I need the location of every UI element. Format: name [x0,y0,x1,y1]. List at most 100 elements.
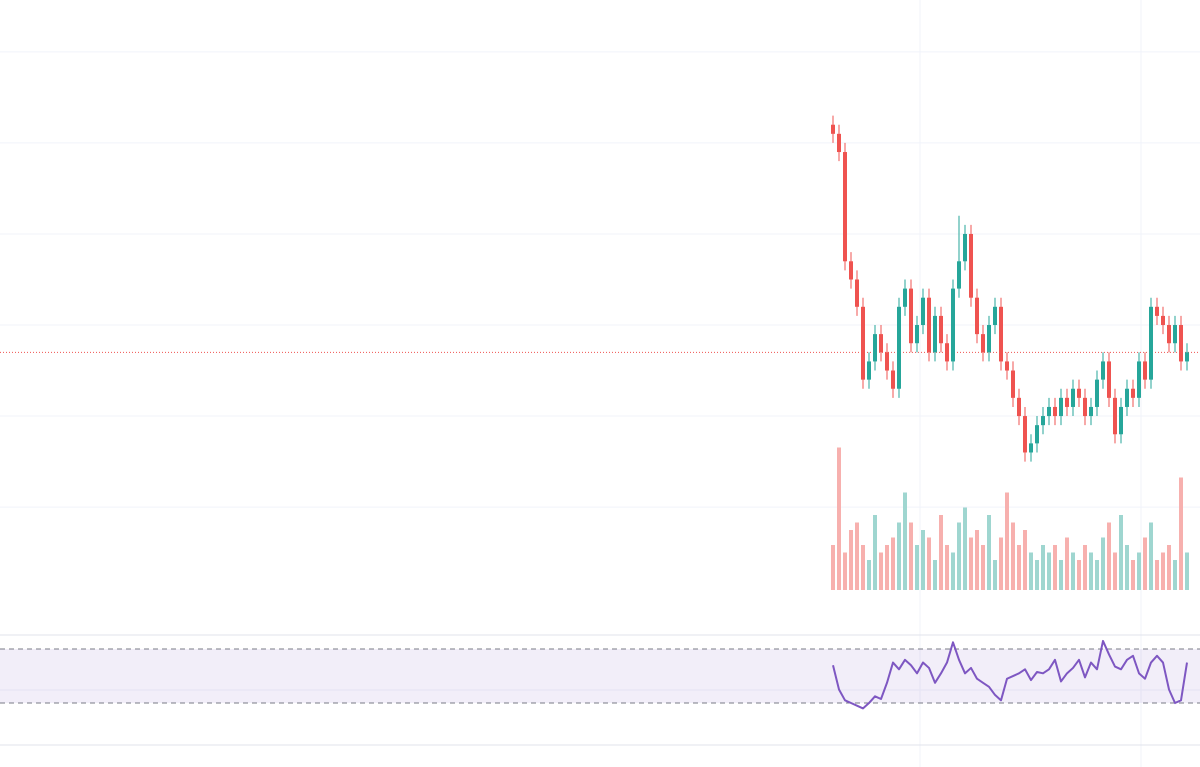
candle-body [993,306,997,326]
volume-bar [1005,492,1009,590]
rsi-line [832,639,1188,710]
volume-bar [933,560,937,590]
volume-bar [963,507,967,590]
volume-bar [987,515,991,590]
volume-bar [921,530,925,590]
volume-bar [1023,530,1027,590]
volume-bar [1059,560,1063,590]
candle-body [837,133,841,153]
candle-body [915,325,919,344]
candle-body [861,306,865,380]
candle-body [1149,306,1153,380]
candle-body [1131,388,1135,398]
volume-bar [1155,560,1159,590]
candle-body [867,361,871,380]
candle-body [963,233,967,262]
volume-bar [1077,560,1081,590]
volume-bar [1107,522,1111,590]
volume-bar [1041,545,1045,590]
volume-bar [879,552,883,590]
candle-body [1101,361,1105,380]
volume-bar [873,515,877,590]
candle-body [1113,397,1117,435]
rsi-band [0,649,1200,704]
candle-body [1053,406,1057,417]
candle-body [1017,397,1021,417]
candle-body [1125,388,1129,407]
candle-body [957,261,961,289]
volume-bar [837,447,841,590]
candle-body [897,306,901,389]
volume-bar [999,537,1003,590]
volume-bar [1137,552,1141,590]
volume-bar [843,552,847,590]
candle-body [951,288,955,362]
candle-body [1185,352,1189,362]
candle-body [885,352,889,371]
volume-bar [1185,552,1189,590]
candle-body [1035,425,1039,444]
volume-bar [969,537,973,590]
candle-body [1155,306,1159,316]
volume-bar [1113,552,1117,590]
volume-bar [891,537,895,590]
volume-bar [915,545,919,590]
candle-body [927,297,931,353]
candle-body [987,325,991,353]
candle-body [855,279,859,307]
candle-body [1047,406,1051,417]
volume-bar [909,522,913,590]
candle-body [1137,361,1141,398]
candle-body [1167,325,1171,344]
volume-bar [855,522,859,590]
candle-body [1083,397,1087,417]
candle-body [1077,388,1081,398]
volume-bar [1125,545,1129,590]
candle-body [873,334,877,362]
volume-bar [1017,545,1021,590]
candle-body [1179,325,1183,362]
volume-bar [831,545,835,590]
volume-bar [1173,560,1177,590]
volume-bar [1095,560,1099,590]
volume-bar [1143,537,1147,590]
volume-bar [993,560,997,590]
candle-body [1071,388,1075,407]
candle-body [891,370,895,389]
volume-bar [1179,477,1183,590]
volume-bar [981,545,985,590]
volume-bar [1011,522,1015,590]
volume-bar [1167,545,1171,590]
candle-body [945,343,949,362]
volume-bar [1029,552,1033,590]
candle-body [909,288,913,344]
volume-bar [861,545,865,590]
candle-body [933,315,937,353]
candle-body [879,334,883,353]
candle-body [1089,406,1093,417]
volume-bar [1065,537,1069,590]
candle-body [1107,361,1111,398]
volume-bar [867,560,871,590]
candle-body [1173,325,1177,344]
volume-bar [1089,552,1093,590]
volume-bar [1149,522,1153,590]
candle-body [939,315,943,344]
volume-bar [885,545,889,590]
volume-bar [849,530,853,590]
candle-body [903,288,907,307]
candle-body [1041,416,1045,426]
candle-body [981,334,985,353]
volume-bar [957,522,961,590]
candle-body [969,233,973,298]
volume-bar [903,492,907,590]
candle-body [1005,361,1009,371]
candle-body [1143,361,1147,380]
volume-bar [939,515,943,590]
candle-body [999,306,1003,362]
volume-bar [1053,545,1057,590]
volume-bar [951,552,955,590]
volume-bar [927,537,931,590]
